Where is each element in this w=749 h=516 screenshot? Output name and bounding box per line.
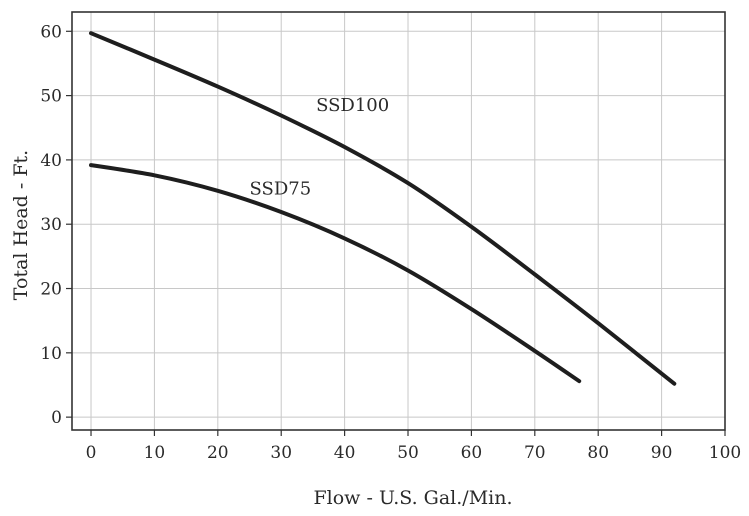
x-tick-label: 10 <box>144 443 166 463</box>
x-tick-label: 100 <box>709 443 741 463</box>
y-tick-label: 30 <box>40 215 62 235</box>
x-tick-label: 40 <box>334 443 356 463</box>
series-line-ssd100 <box>89 31 677 386</box>
x-axis-ticks: 0 10 20 30 40 50 60 70 80 90 100 <box>86 430 741 463</box>
x-tick-label: 70 <box>524 443 546 463</box>
y-tick-label: 40 <box>40 151 62 171</box>
y-axis-ticks: 0 10 20 30 40 50 60 <box>40 22 72 428</box>
y-tick-label: 20 <box>40 280 62 300</box>
x-tick-label: 60 <box>461 443 483 463</box>
x-tick-label: 80 <box>587 443 609 463</box>
series-group: SSD100 SSD75 <box>89 31 677 386</box>
y-tick-label: 60 <box>40 22 62 42</box>
grid <box>72 12 726 430</box>
x-tick-label: 90 <box>651 443 673 463</box>
x-axis-title: Flow - U.S. Gal./Min. <box>313 487 512 509</box>
series-line-ssd75 <box>89 163 582 384</box>
plot-area <box>71 11 726 431</box>
y-axis-title: Total Head - Ft. <box>10 150 32 300</box>
x-tick-label: 0 <box>86 443 97 463</box>
y-tick-label: 10 <box>40 344 62 364</box>
y-tick-label: 50 <box>40 87 62 107</box>
y-tick-label: 0 <box>51 408 62 428</box>
x-tick-label: 20 <box>207 443 229 463</box>
series-label-ssd75: SSD75 <box>250 179 312 200</box>
x-tick-label: 30 <box>270 443 292 463</box>
x-tick-label: 50 <box>397 443 419 463</box>
series-label-ssd100: SSD100 <box>316 95 389 116</box>
